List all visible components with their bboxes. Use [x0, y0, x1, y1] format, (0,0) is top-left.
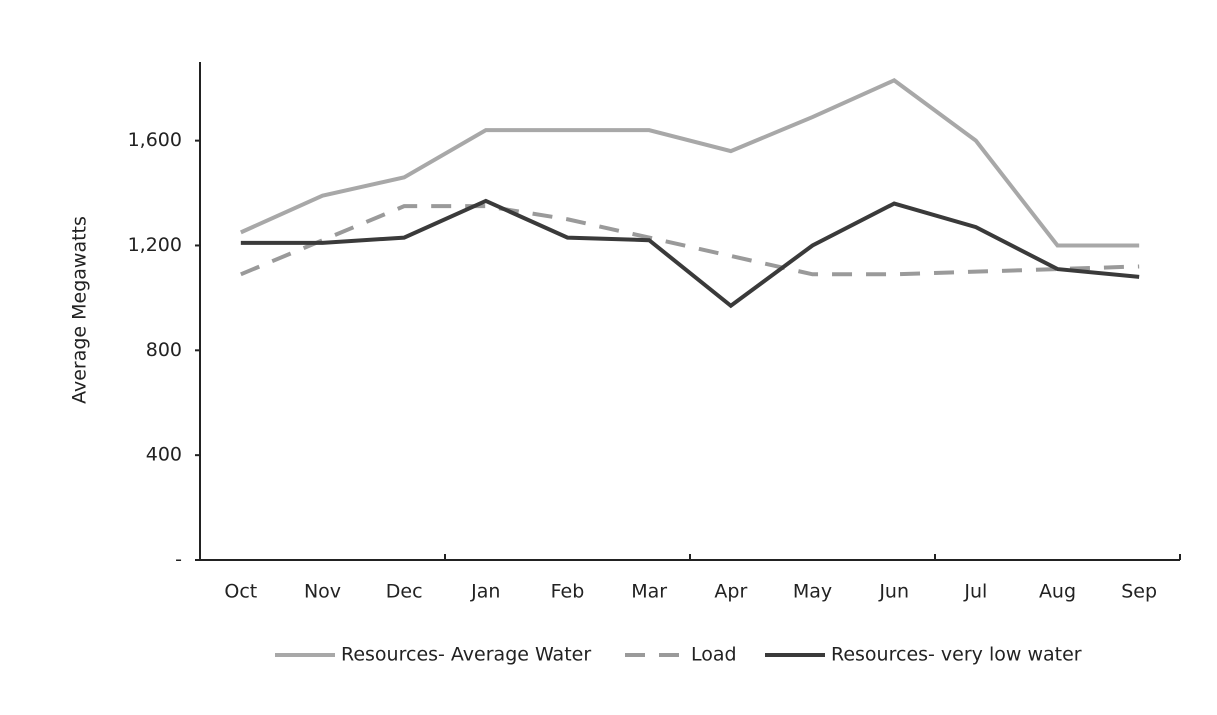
y-tick-label: 400	[146, 444, 182, 466]
legend-label: Resources- Average Water	[341, 644, 591, 666]
x-tick-label: Nov	[304, 581, 341, 603]
legend-label: Load	[691, 644, 737, 666]
x-tick-label: Dec	[386, 581, 423, 603]
y-tick-label: 800	[146, 339, 182, 361]
y-axis-label: Average Megawatts	[69, 216, 91, 404]
x-tick-label: Apr	[714, 581, 747, 603]
x-tick-label: Aug	[1039, 581, 1076, 603]
series-line	[240, 198, 1140, 309]
x-tick-label: Jun	[878, 581, 909, 603]
series-line	[240, 78, 1140, 248]
x-tick-label: Mar	[631, 581, 667, 603]
x-tick-label: Feb	[551, 581, 585, 603]
x-tick-label: Jul	[963, 581, 987, 603]
x-tick-label: Oct	[224, 581, 257, 603]
y-tick-label: -	[175, 549, 182, 571]
x-tick-label: Sep	[1121, 581, 1157, 603]
x-tick-label: May	[793, 581, 832, 603]
y-tick-label: 1,600	[128, 129, 182, 151]
x-tick-label: Jan	[470, 581, 500, 603]
y-tick-label: 1,200	[128, 234, 182, 256]
legend-label: Resources- very low water	[831, 644, 1082, 666]
